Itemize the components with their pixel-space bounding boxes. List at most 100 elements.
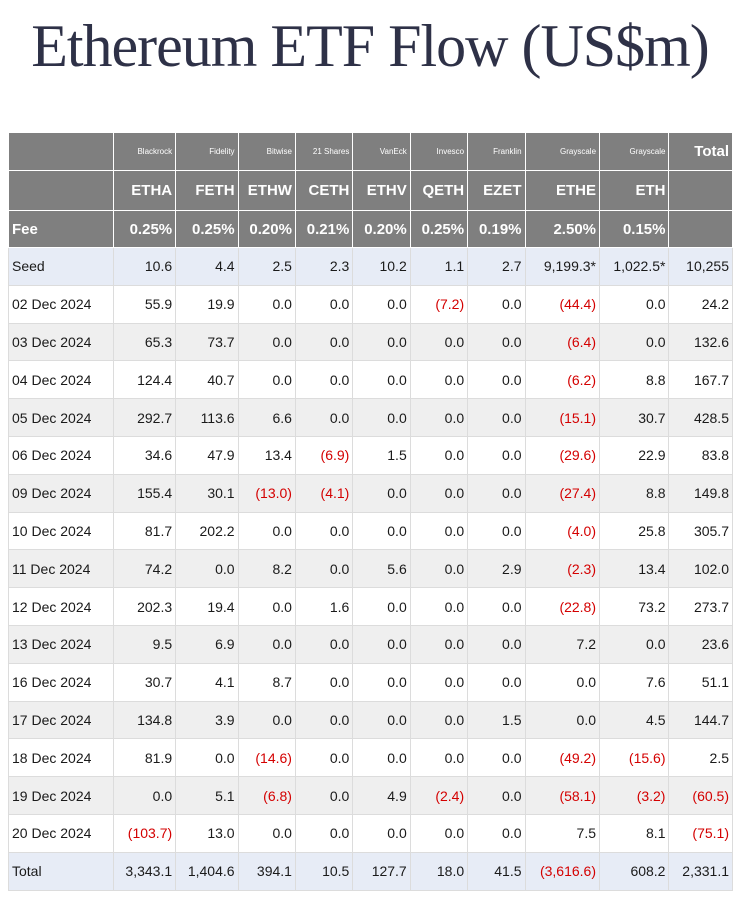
table-cell: 0.0: [352, 738, 411, 778]
table-cell: 0.0: [237, 284, 296, 324]
table-cell: 7.5: [524, 813, 601, 853]
table-cell: (29.6): [524, 435, 601, 475]
ticker-header-cell: ETHA: [112, 170, 177, 211]
row-label-cell: 17 Dec 2024: [8, 700, 114, 740]
table-cell: 134.8: [112, 700, 177, 740]
table-row: 20 Dec 2024 (103.7) 13.0 0.0 0.0 0.0 0.0 0.0 7.5…: [8, 813, 733, 853]
table-cell: 0.0: [294, 398, 354, 437]
table-cell: 127.7: [352, 851, 411, 891]
fee-header-cell: 0.15%: [599, 210, 670, 248]
table-cell: (14.6): [237, 738, 296, 778]
table-cell: 74.2: [112, 549, 177, 589]
table-row: 04 Dec 2024 124.4 40.7 0.0 0.0 0.0 0.0 0.0 (6.2)…: [8, 360, 733, 400]
table-cell: 0.0: [467, 624, 526, 664]
table-cell: 4.4: [175, 247, 239, 286]
ticker-header-cell: CETH: [294, 170, 354, 211]
issuer-header-cell: 21 Shares: [294, 132, 354, 171]
table-cell: 0.0: [237, 360, 296, 400]
table-cell: 10.6: [112, 247, 177, 286]
fee-header-cell: 2.50%: [524, 210, 601, 248]
table-cell: 9.5: [112, 624, 177, 664]
table-cell: 428.5: [668, 398, 733, 437]
table-cell: (13.0): [237, 473, 296, 513]
table-cell: 19.4: [175, 587, 239, 626]
table-row: 17 Dec 2024 134.8 3.9 0.0 0.0 0.0 0.0 1.5 0.0 4.5…: [8, 700, 733, 740]
table-cell: 202.2: [175, 511, 239, 551]
table-cell: 2.3: [294, 247, 354, 286]
table-row: 16 Dec 2024 30.7 4.1 8.7 0.0 0.0 0.0 0.0 0.0 7.6 5…: [8, 662, 733, 702]
table-cell: 167.7: [668, 360, 733, 400]
table-cell: (60.5): [668, 776, 733, 815]
table-cell: 65.3: [112, 322, 177, 362]
row-label-cell: 04 Dec 2024: [8, 360, 114, 400]
table-cell: 2,331.1: [668, 851, 733, 891]
table-cell: 34.6: [112, 435, 177, 475]
table-cell: 0.0: [467, 322, 526, 362]
ticker-header-cell: [668, 170, 733, 211]
table-cell: 1.5: [467, 700, 526, 740]
table-cell: 0.0: [467, 813, 526, 853]
table-cell: 2.9: [467, 549, 526, 589]
table-cell: 0.0: [294, 284, 354, 324]
row-label-cell: 02 Dec 2024: [8, 284, 114, 324]
table-cell: 0.0: [294, 700, 354, 740]
table-cell: 0.0: [237, 624, 296, 664]
table-cell: 40.7: [175, 360, 239, 400]
table-cell: 1.6: [294, 587, 354, 626]
issuer-header-cell: VanEck: [352, 132, 411, 171]
table-cell: 7.6: [599, 662, 670, 702]
table-cell: (2.3): [524, 549, 601, 589]
table-cell: (15.1): [524, 398, 601, 437]
table-cell: 3,343.1: [112, 851, 177, 891]
table-cell: 0.0: [294, 511, 354, 551]
ticker-header-cell: ETHE: [524, 170, 601, 211]
table-cell: (22.8): [524, 587, 601, 626]
table-cell: 41.5: [467, 851, 526, 891]
row-label-cell: 13 Dec 2024: [8, 624, 114, 664]
table-cell: 0.0: [294, 624, 354, 664]
table-cell: 4.5: [599, 700, 670, 740]
table-cell: 81.7: [112, 511, 177, 551]
row-label-cell: 05 Dec 2024: [8, 398, 114, 437]
table-cell: (6.9): [294, 435, 354, 475]
issuer-header-cell: Total: [668, 132, 733, 171]
table-cell: (3,616.6): [524, 851, 601, 891]
table-cell: 13.0: [175, 813, 239, 853]
table-cell: (58.1): [524, 776, 601, 815]
table-row: 11 Dec 2024 74.2 0.0 8.2 0.0 5.6 0.0 2.9 (2.3) 13…: [8, 549, 733, 589]
table-cell: 0.0: [409, 435, 469, 475]
table-cell: 0.0: [352, 511, 411, 551]
table-cell: 0.0: [409, 662, 469, 702]
row-label-cell: 03 Dec 2024: [8, 322, 114, 362]
table-cell: (6.4): [524, 322, 601, 362]
table-cell: 0.0: [175, 549, 239, 589]
table-cell: 273.7: [668, 587, 733, 626]
table-cell: 305.7: [668, 511, 733, 551]
fee-header-cell: 0.20%: [237, 210, 296, 248]
table-cell: 6.9: [175, 624, 239, 664]
table-cell: 4.1: [175, 662, 239, 702]
table-cell: 0.0: [467, 398, 526, 437]
table-cell: 73.7: [175, 322, 239, 362]
ticker-header-cell: ETHV: [352, 170, 411, 211]
table-cell: 0.0: [352, 322, 411, 362]
table-cell: 0.0: [409, 813, 469, 853]
table-cell: 81.9: [112, 738, 177, 778]
table-cell: 155.4: [112, 473, 177, 513]
table-cell: 22.9: [599, 435, 670, 475]
fee-header-cell: [668, 210, 733, 248]
table-cell: 0.0: [237, 700, 296, 740]
table-row: 09 Dec 2024 155.4 30.1 (13.0) (4.1) 0.0 0.0 0.0…: [8, 473, 733, 513]
table-cell: 0.0: [467, 662, 526, 702]
table-cell: 0.0: [467, 435, 526, 475]
table-cell: 144.7: [668, 700, 733, 740]
table-cell: (4.0): [524, 511, 601, 551]
table-cell: 0.0: [409, 700, 469, 740]
fee-header-cell: 0.25%: [112, 210, 177, 248]
table-cell: 0.0: [237, 322, 296, 362]
table-cell: 0.0: [409, 624, 469, 664]
table-cell: 0.0: [467, 284, 526, 324]
table-cell: (6.2): [524, 360, 601, 400]
table-cell: 0.0: [175, 738, 239, 778]
table-row: 13 Dec 2024 9.5 6.9 0.0 0.0 0.0 0.0 0.0 7.2 0.0 23…: [8, 624, 733, 664]
